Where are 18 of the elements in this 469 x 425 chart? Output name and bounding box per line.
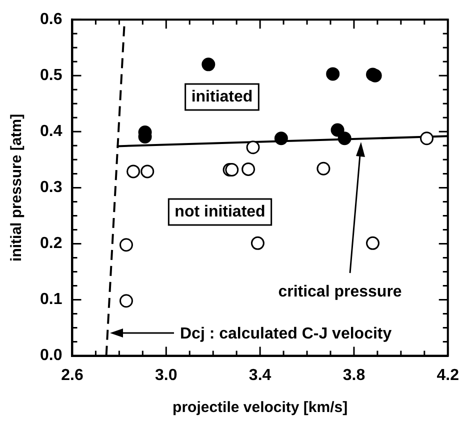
x-tick-label: 4.2 (436, 366, 460, 384)
x-tick-label: 3.0 (155, 366, 178, 384)
y-tick-label: 0.6 (40, 11, 62, 28)
x-tick-label: 3.4 (248, 366, 272, 384)
y-axis-title: initial pressure [atm] (8, 114, 26, 262)
y-tick-label: 0.5 (40, 67, 62, 84)
annotation: initiated (191, 88, 253, 106)
y-tick-label: 0.1 (40, 291, 62, 308)
y-tick-label: 0.4 (40, 123, 62, 140)
annotation: Dcj : calculated C-J velocity (180, 325, 392, 342)
x-axis-title: projectile velocity [km/s] (172, 399, 348, 416)
x-tick-label: 2.6 (61, 366, 84, 384)
x-tick-label: 3.8 (342, 366, 366, 384)
y-tick-label: 0.3 (40, 179, 62, 196)
annotation: not initiated (174, 203, 266, 220)
annotation: critical pressure (278, 283, 402, 300)
y-tick-label: 0.2 (40, 235, 62, 252)
y-tick-label: 0.0 (40, 347, 62, 364)
